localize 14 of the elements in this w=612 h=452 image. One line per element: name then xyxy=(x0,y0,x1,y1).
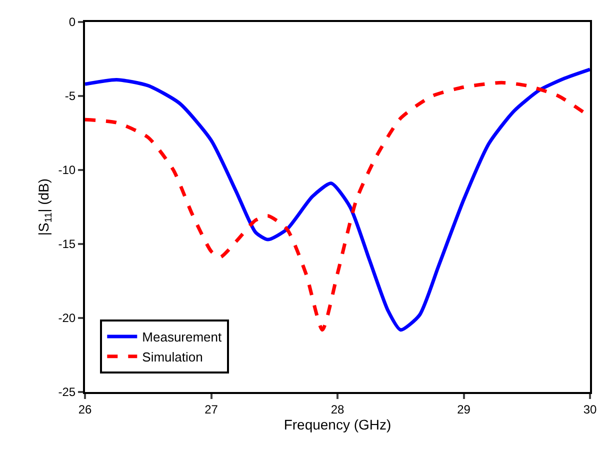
x-tick-label: 27 xyxy=(204,402,218,416)
x-tick-label: 30 xyxy=(583,402,597,416)
y-tick-label: -10 xyxy=(58,163,76,178)
legend-label: Measurement xyxy=(142,330,222,345)
x-tick-label: 28 xyxy=(330,402,344,416)
y-tick-label: -15 xyxy=(58,237,76,252)
legend-label: Simulation xyxy=(142,349,203,364)
x-tick-label: 26 xyxy=(78,402,92,416)
y-tick-label: -25 xyxy=(58,385,76,400)
y-tick-label: 0 xyxy=(68,15,76,30)
x-axis-title: Frequency (GHz) xyxy=(284,416,392,432)
x-tick-label: 29 xyxy=(457,402,471,416)
y-tick-label: -20 xyxy=(58,311,76,326)
y-tick-label: -5 xyxy=(64,89,76,104)
